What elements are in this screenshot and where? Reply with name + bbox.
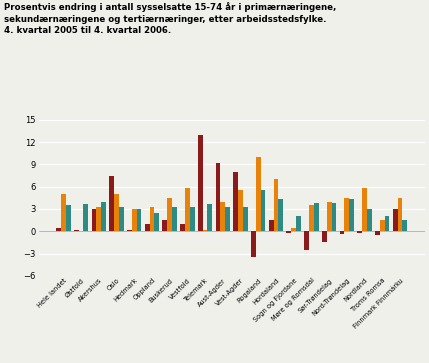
Bar [314,203,319,231]
Bar [114,194,119,231]
Bar [172,208,177,231]
Bar [208,204,212,231]
Bar [367,209,372,231]
Bar [61,194,66,231]
Bar [56,228,61,231]
Bar [233,172,238,231]
Bar [167,198,172,231]
Bar [74,230,79,231]
Bar [202,230,208,231]
Bar [256,157,261,231]
Bar [327,201,332,231]
Bar [238,191,243,231]
Bar [278,199,283,231]
Bar [221,201,225,231]
Bar [287,231,291,233]
Bar [198,135,202,231]
Bar [322,231,327,242]
Bar [109,176,114,231]
Bar [136,209,142,231]
Text: Prosentvis endring i antall sysselsatte 15-74 år i primærnæringene,
sekundærnæri: Prosentvis endring i antall sysselsatte … [4,2,337,35]
Bar [180,224,185,231]
Bar [150,208,154,231]
Bar [243,208,248,231]
Bar [216,163,221,231]
Bar [190,208,194,231]
Bar [332,203,336,231]
Bar [145,224,150,231]
Bar [402,220,407,231]
Bar [269,220,274,231]
Bar [309,205,314,231]
Bar [225,207,230,231]
Bar [92,209,97,231]
Bar [84,204,88,231]
Bar [362,188,367,231]
Bar [340,231,344,233]
Bar [296,216,301,231]
Bar [380,220,385,231]
Bar [101,201,106,231]
Bar [344,198,349,231]
Bar [163,220,167,231]
Bar [375,231,380,235]
Bar [132,209,136,231]
Bar [119,207,124,231]
Bar [291,228,296,231]
Bar [398,198,402,231]
Bar [385,216,390,231]
Bar [274,179,278,231]
Bar [127,230,132,231]
Bar [97,208,101,231]
Bar [349,199,354,231]
Bar [304,231,309,250]
Bar [154,213,159,231]
Bar [66,205,70,231]
Bar [251,231,256,257]
Bar [357,231,362,233]
Bar [393,209,398,231]
Bar [185,188,190,231]
Bar [261,191,266,231]
